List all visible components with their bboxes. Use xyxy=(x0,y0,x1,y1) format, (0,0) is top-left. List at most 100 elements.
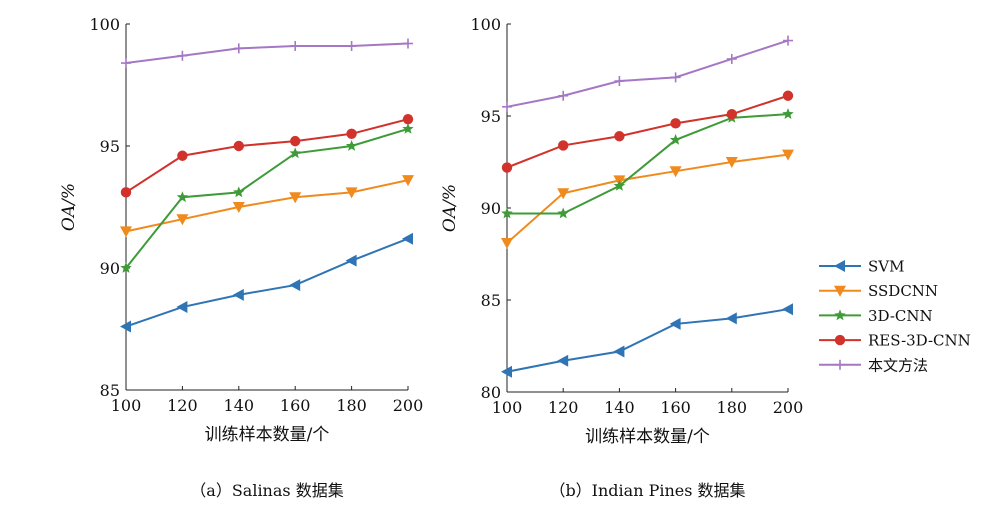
point-res-3d-cnn-shape xyxy=(501,162,513,173)
point-svm xyxy=(613,345,625,358)
series-line-res-3d-cnn xyxy=(506,94,789,169)
point-3d-cnn xyxy=(613,179,626,191)
point-res-3d-cnn-shape xyxy=(290,135,301,147)
point-svm xyxy=(232,288,244,301)
point-3d-cnn-shape xyxy=(501,207,513,219)
point-3d-cnn-shape xyxy=(289,147,301,159)
legend-marker-shape xyxy=(834,334,846,346)
point-res-3d-cnn-shape xyxy=(614,131,625,142)
legend-marker-shape xyxy=(834,285,846,297)
legend: SVM SSDCNN 3D-CNN RES-3D-CNN 本文方法 xyxy=(819,258,971,374)
panel-salinas: 100 120 140 160 180 200 85 90 95 100 训练样本数量/个 OA/% （… xyxy=(59,15,423,500)
legend-marker xyxy=(834,309,846,321)
point-proposed-method xyxy=(670,72,681,83)
point-svm xyxy=(669,317,681,330)
point-ssdcnn-shape xyxy=(402,175,414,187)
point-3d-cnn-shape xyxy=(782,108,794,120)
point-ssdcnn xyxy=(725,157,738,168)
x-tick-label: 100 xyxy=(492,398,523,417)
point-3d-cnn-shape xyxy=(402,122,414,134)
point-res-3d-cnn xyxy=(346,128,357,139)
x-tick-label: 140 xyxy=(224,396,255,415)
point-proposed-method xyxy=(783,35,793,46)
point-ssdcnn xyxy=(557,188,570,200)
point-proposed-method xyxy=(726,53,737,64)
point-svm xyxy=(501,365,512,378)
point-res-3d-cnn xyxy=(614,131,625,142)
legend-label: RES-3D-CNN xyxy=(868,332,971,350)
x-tick-label: 120 xyxy=(548,398,579,417)
point-proposed-method xyxy=(290,40,301,51)
point-svm xyxy=(557,354,569,367)
legend-marker-shape xyxy=(834,309,846,321)
series-line-res-3d-cnn xyxy=(125,118,409,194)
point-res-3d-cnn-shape xyxy=(177,150,188,161)
series-line-proposed-method xyxy=(506,39,789,108)
legend-item-res-3d-cnn: RES-3D-CNN xyxy=(819,332,971,350)
series-line-3d-cnn xyxy=(507,113,789,215)
point-ssdcnn-shape xyxy=(289,192,302,204)
x-tick-label: 120 xyxy=(167,396,198,415)
point-3d-cnn xyxy=(345,140,358,151)
point-res-3d-cnn-shape xyxy=(782,90,794,101)
series-line-3d-cnn xyxy=(125,127,409,269)
point-proposed-method xyxy=(558,90,569,101)
point-svm-shape xyxy=(613,345,625,358)
point-svm-shape xyxy=(402,232,413,245)
point-3d-cnn xyxy=(557,207,569,219)
series-line-ssdcnn xyxy=(506,153,789,244)
point-3d-cnn-shape xyxy=(176,191,189,203)
point-ssdcnn xyxy=(345,187,358,199)
series-proposed-method xyxy=(121,38,413,69)
x-tick-label: 160 xyxy=(280,396,311,415)
point-res-3d-cnn-shape xyxy=(558,140,569,151)
series-line-svm xyxy=(125,237,409,328)
point-ssdcnn xyxy=(232,202,245,213)
panel-caption: （a）Salinas 数据集 xyxy=(190,481,343,500)
point-3d-cnn xyxy=(120,262,132,273)
x-tick-label: 180 xyxy=(717,398,748,417)
point-svm xyxy=(289,279,301,292)
point-3d-cnn-shape xyxy=(345,140,358,151)
point-ssdcnn-shape xyxy=(669,166,682,178)
point-ssdcnn-shape xyxy=(345,187,358,199)
point-3d-cnn xyxy=(233,186,245,198)
legend-label: SSDCNN xyxy=(868,282,938,300)
x-tick-label: 100 xyxy=(111,396,142,415)
legend-item-ssdcnn: SSDCNN xyxy=(819,282,938,300)
y-tick-label: 80 xyxy=(481,383,501,402)
point-ssdcnn-shape xyxy=(176,214,189,226)
point-svm-shape xyxy=(176,301,188,314)
point-res-3d-cnn-shape xyxy=(346,128,357,139)
legend-label: 3D-CNN xyxy=(868,307,933,325)
y-axis-label: OA/% xyxy=(59,183,79,231)
x-tick-label: 200 xyxy=(393,396,424,415)
point-proposed-method xyxy=(403,38,413,49)
panel-indian-pines: 100 120 140 160 180 200 80 85 90 95 100 训练样本数量/个 OA/… xyxy=(440,15,803,500)
point-svm-shape xyxy=(782,303,793,316)
y-tick-label: 90 xyxy=(481,199,501,218)
point-svm-shape xyxy=(669,317,681,330)
point-svm xyxy=(120,320,131,333)
series-svm xyxy=(501,303,793,378)
point-ssdcnn-shape xyxy=(120,226,132,238)
point-ssdcnn-shape xyxy=(725,157,738,168)
point-3d-cnn xyxy=(402,122,414,134)
point-res-3d-cnn xyxy=(402,113,414,125)
point-ssdcnn-shape xyxy=(501,237,513,249)
point-proposed-method xyxy=(502,101,512,112)
point-res-3d-cnn xyxy=(670,118,681,129)
point-proposed-method xyxy=(614,76,625,87)
y-tick-label: 100 xyxy=(89,15,120,34)
point-svm xyxy=(402,232,413,245)
point-svm-shape xyxy=(120,320,131,333)
point-3d-cnn xyxy=(289,147,301,159)
y-tick-label: 95 xyxy=(481,107,501,126)
point-proposed-method xyxy=(346,40,357,51)
point-res-3d-cnn-shape xyxy=(670,118,681,129)
point-svm xyxy=(345,254,357,267)
point-ssdcnn xyxy=(669,166,682,178)
point-3d-cnn-shape xyxy=(613,179,626,191)
point-ssdcnn-shape xyxy=(557,188,570,200)
y-tick-label: 90 xyxy=(100,259,120,278)
